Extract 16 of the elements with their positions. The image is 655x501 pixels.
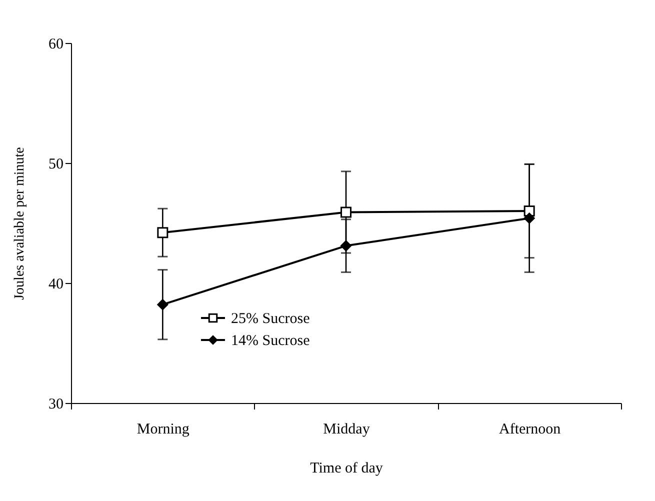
y-tick-label: 60 — [48, 36, 64, 52]
y-tick-label: 30 — [48, 396, 64, 412]
point — [157, 227, 168, 238]
y-axis-title: Joules avaliable per minute — [12, 147, 28, 300]
legend-label: 14% Sucrose — [231, 333, 310, 349]
y-tick-label: 50 — [48, 156, 64, 172]
x-tick-label: Midday — [323, 422, 370, 438]
x-tick-label: Morning — [136, 422, 190, 438]
x-tick-label: Afternoon — [499, 422, 562, 438]
point — [340, 240, 352, 252]
x-axis-title: Time of day — [310, 460, 384, 476]
y-tick-label: 40 — [48, 276, 64, 292]
legend-label: 25% Sucrose — [231, 311, 310, 327]
point — [340, 206, 352, 218]
point — [524, 212, 535, 224]
point — [157, 299, 168, 310]
